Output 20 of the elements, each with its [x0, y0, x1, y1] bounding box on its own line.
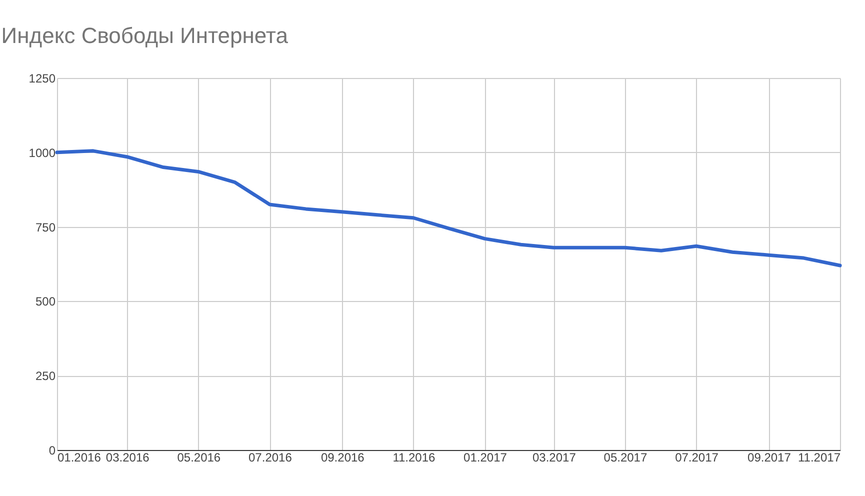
x-tick-label: 03.2016: [106, 450, 150, 464]
y-tick-label: 250: [35, 369, 56, 384]
x-tick-label: 11.2017: [798, 450, 841, 464]
x-tick-label: 09.2017: [748, 450, 792, 464]
y-tick-label: 1000: [28, 146, 56, 160]
y-tick-label: 0: [48, 444, 56, 458]
y-tick-label: 750: [35, 220, 56, 234]
x-tick-label: 07.2016: [248, 450, 292, 464]
y-tick-label: 1250: [28, 72, 56, 86]
x-tick-label: 07.2017: [675, 450, 719, 464]
x-tick-label: 11.2016: [392, 450, 436, 464]
x-tick-label: 09.2016: [320, 450, 365, 464]
x-tick-label: 05.2016: [177, 450, 221, 464]
x-tick-label: 01.2016: [58, 450, 102, 464]
chart-title: Индекс Свободы Интернета: [1, 23, 289, 48]
x-tick-label: 03.2017: [532, 450, 576, 464]
x-tick-label: 01.2017: [464, 450, 508, 464]
y-tick-label: 500: [35, 294, 56, 309]
line-series: [55, 149, 842, 268]
x-tick-label: 05.2017: [604, 450, 648, 464]
